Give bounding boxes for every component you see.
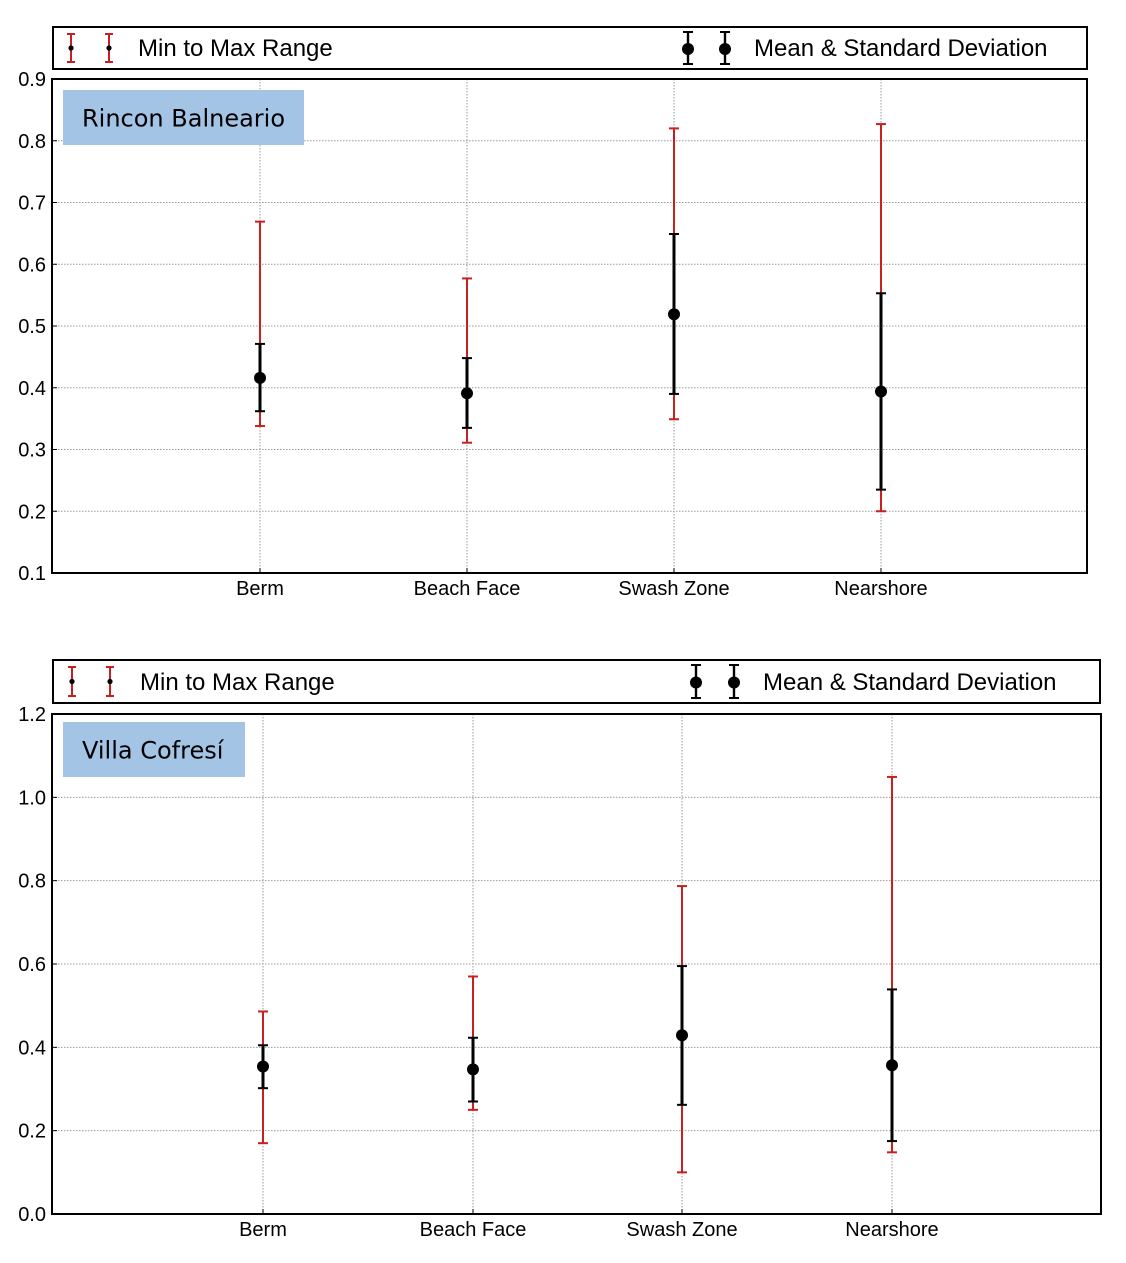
x-tick-label: Nearshore (845, 1219, 938, 1241)
legend-mean-marker (682, 31, 694, 65)
y-tick-label: 0.0 (18, 1204, 46, 1226)
y-tick-label: 0.8 (18, 131, 46, 153)
y-tick-label: 1.2 (18, 704, 46, 726)
site-label: Rincon Balneario (63, 90, 304, 145)
y-tick-label: 0.6 (18, 254, 46, 276)
x-tick-label: Beach Face (420, 1219, 527, 1241)
legend-label-mean: Mean & Standard Deviation (754, 35, 1048, 62)
legend-range-marker (105, 33, 113, 63)
y-tick-label: 0.4 (18, 1037, 46, 1059)
y-tick-label: 0.8 (18, 871, 46, 893)
x-tick-label: Beach Face (414, 578, 521, 600)
x-tick-label: Nearshore (834, 578, 927, 600)
legend: Min to Max Range Mean & Standard Deviatio… (52, 659, 1101, 704)
mean-point-swash-zone (676, 1029, 688, 1042)
y-tick-label: 0.3 (18, 440, 46, 462)
y-tick-label: 0.7 (18, 193, 46, 215)
legend-range-marker (68, 666, 76, 697)
y-tick-label: 0.9 (18, 69, 46, 91)
legend-label-range: Min to Max Range (138, 35, 333, 62)
chart-panel-2: Min to Max Range Mean & Standard Deviatio… (18, 659, 1102, 1241)
chart-panel-1: Min to Max Range Mean & Standard Deviatio… (18, 26, 1088, 600)
mean-point-beach-face (461, 387, 473, 400)
x-tick-label: Swash Zone (618, 578, 729, 600)
y-tick-label: 0.2 (18, 1121, 46, 1143)
x-tick-label: Berm (236, 578, 284, 600)
y-tick-label: 1.0 (18, 787, 46, 809)
y-tick-label: 0.6 (18, 954, 46, 976)
grid (52, 79, 1087, 573)
legend-label-range: Min to Max Range (140, 669, 335, 696)
site-label-box (63, 90, 304, 145)
y-tick-label: 0.1 (18, 563, 46, 585)
legend-mean-marker (690, 664, 702, 699)
grid (52, 714, 1101, 1214)
legend-box (52, 659, 1101, 704)
legend: Min to Max Range Mean & Standard Deviatio… (52, 26, 1088, 70)
legend-range-marker (106, 666, 114, 697)
mean-point-beach-face (467, 1063, 479, 1076)
mean-point-swash-zone (668, 308, 680, 321)
y-tick-label: 0.5 (18, 316, 46, 338)
legend-label-mean: Mean & Standard Deviation (763, 669, 1057, 696)
mean-point-berm (257, 1060, 269, 1073)
legend-box (52, 26, 1088, 70)
legend-mean-marker (719, 31, 731, 65)
mean-point-nearshore (886, 1059, 898, 1072)
mean-point-nearshore (875, 385, 887, 398)
mean-point-berm (254, 371, 266, 384)
site-label: Villa Cofresí (63, 722, 245, 777)
legend-range-marker (67, 33, 75, 63)
site-label-box (63, 722, 245, 777)
x-tick-label: Swash Zone (626, 1219, 737, 1241)
x-tick-label: Berm (239, 1219, 287, 1241)
legend-mean-marker (728, 664, 740, 699)
y-tick-label: 0.4 (18, 378, 46, 400)
y-tick-label: 0.2 (18, 501, 46, 523)
site-label-text: Villa Cofresí (82, 737, 225, 765)
site-label-text: Rincon Balneario (82, 105, 285, 133)
